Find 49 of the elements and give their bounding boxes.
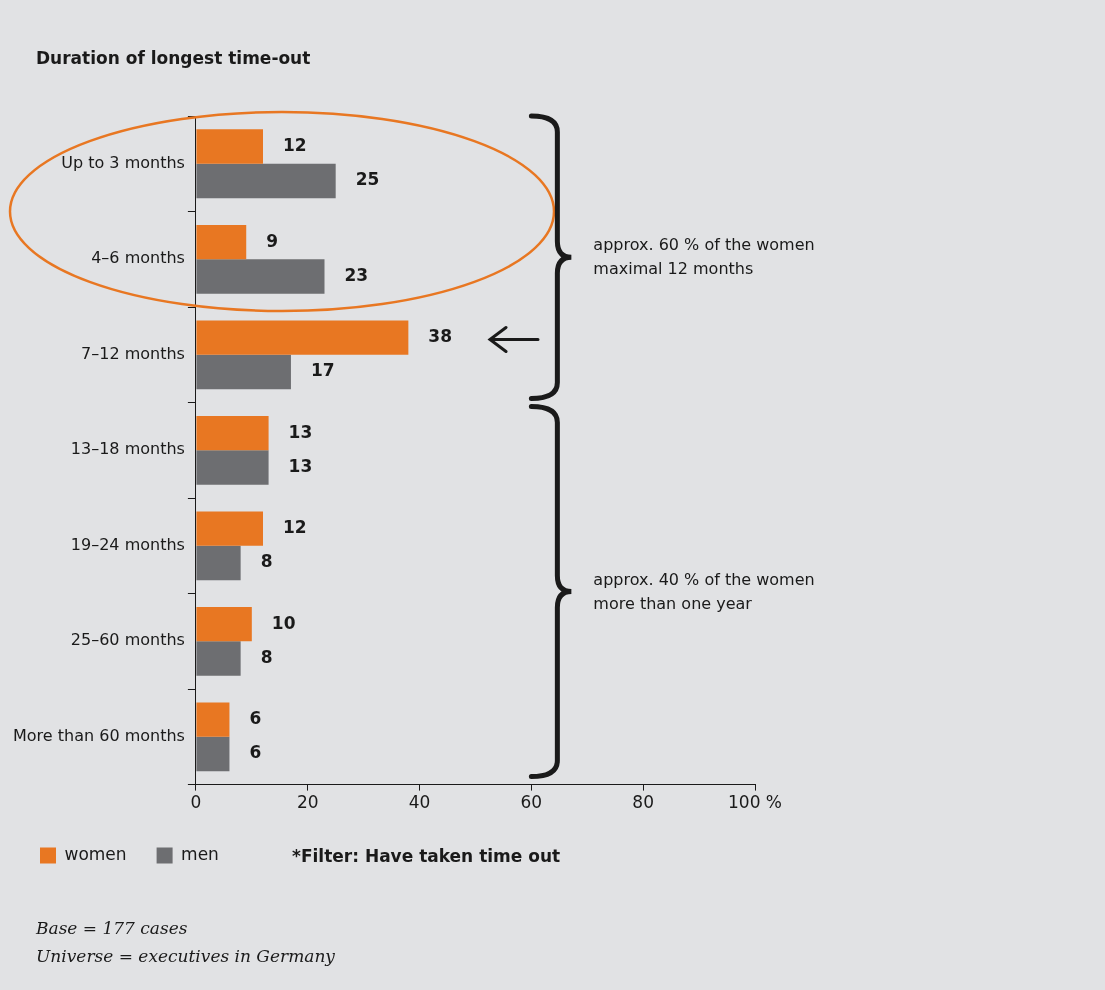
bar [196,259,325,294]
data-label: 8 [260,646,273,667]
text: *Filter: Have taken time out [292,846,561,866]
y-tick-label: 7–12 months [81,343,185,363]
data-label: 12 [283,517,307,538]
data-label: 6 [249,708,262,729]
x-tick-label: 100 % [727,792,783,813]
y-tick-label: 13–18 months [70,439,185,459]
x-tick-label: 60 [520,792,543,813]
data-label: 9 [266,230,279,251]
bar [196,320,409,355]
bar [196,606,252,642]
y-tick-label: 25–60 months [70,630,185,650]
data-label: 25 [355,169,380,190]
bar [196,129,263,164]
x-tick-label: 40 [408,792,431,813]
chart-title: Duration of longest time-out [36,48,311,68]
data-label: 6 [249,742,262,763]
x-tick-label: 0 [190,792,202,813]
text: Universe = executives in Germany [36,946,335,966]
data-label: 17 [310,360,335,381]
y-tick-label: 19–24 months [70,534,185,554]
y-tick-label: Up to 3 months [61,152,185,172]
data-label: 13 [288,421,313,442]
text: Base = 177 cases [36,918,188,938]
annotation: approx. 40 % of the women more than one year [593,568,816,615]
bar [196,354,291,390]
y-tick-label: More than 60 months [13,726,185,745]
legend-label: men [181,843,219,864]
x-tick-label: 80 [632,792,654,813]
bar [196,511,263,546]
data-label: 38 [428,326,453,347]
bar [196,736,230,772]
bar [196,641,241,676]
y-tick-label: 4–6 months [91,248,185,268]
bar [196,163,336,199]
data-label: 12 [283,134,307,155]
data-label: 10 [271,612,296,633]
data-label: 8 [260,551,273,572]
data-label: 13 [288,455,313,476]
data-label: 23 [344,264,369,285]
bar [196,702,230,737]
bar [196,415,269,451]
x-tick-label: 20 [296,792,319,813]
bar [196,224,247,260]
bar [196,450,269,485]
bar [196,545,241,581]
legend-label: women [64,843,127,864]
annotation: approx. 60 % of the women maximal 12 months [593,234,816,281]
